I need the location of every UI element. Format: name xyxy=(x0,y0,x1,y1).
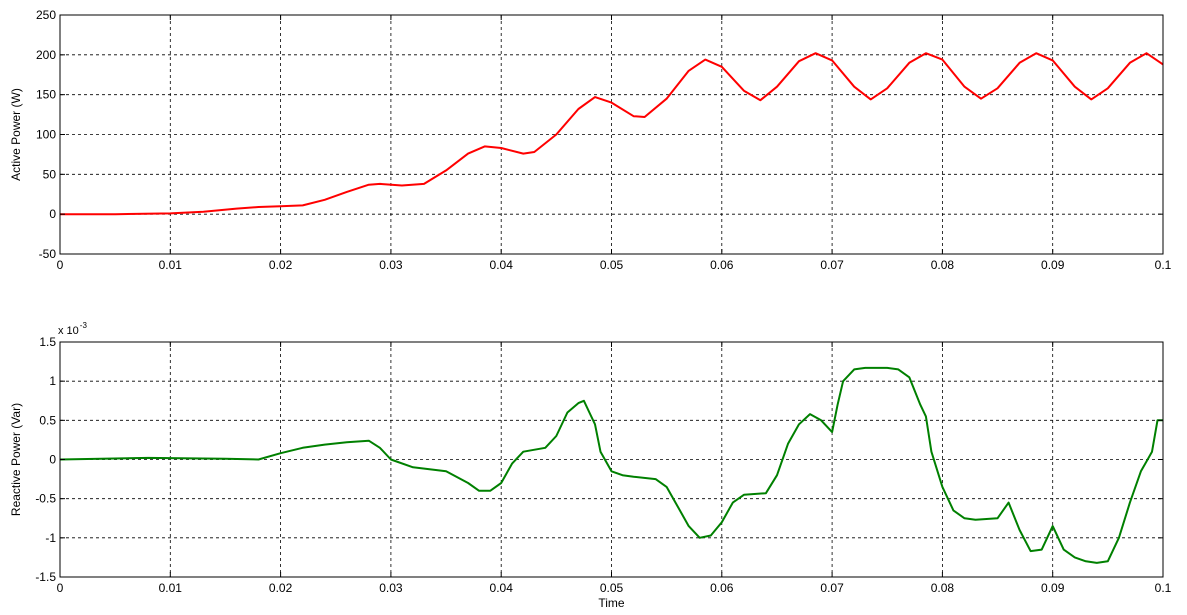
x-tick-label: 0.07 xyxy=(820,581,844,595)
y-tick-label: -1 xyxy=(45,531,56,545)
x-tick-label: 0.1 xyxy=(1155,581,1172,595)
x-tick-label: 0.08 xyxy=(931,581,955,595)
y-exponent-power: -3 xyxy=(80,321,88,330)
x-tick-label: 0.07 xyxy=(820,258,844,272)
x-tick-label: 0.05 xyxy=(600,581,624,595)
x-tick-label: 0.03 xyxy=(379,258,403,272)
y-tick-label: 0 xyxy=(49,453,56,467)
y-tick-label: 1 xyxy=(49,374,56,388)
x-tick-label: 0.04 xyxy=(490,581,514,595)
x-tick-label: 0.02 xyxy=(269,258,293,272)
x-tick-label: 0.01 xyxy=(159,258,183,272)
x-axis-label: Time xyxy=(598,596,625,610)
y-tick-label: 100 xyxy=(36,128,56,142)
x-tick-label: 0.08 xyxy=(931,258,955,272)
series-line xyxy=(59,366,1163,564)
x-tick-label: 0.02 xyxy=(269,581,293,595)
x-tick-label: 0.09 xyxy=(1041,581,1065,595)
x-tick-label: 0.01 xyxy=(159,581,183,595)
y-axis-label: Reactive Power (Var) xyxy=(9,403,23,516)
active-power-panel: 0 0.01 0.02 0.03 0.04 0.05 0.06 0.07 0.08 0.09 0.1… xyxy=(9,8,1172,272)
x-tick-label: 0.06 xyxy=(710,581,734,595)
x-tick-label: 0.04 xyxy=(490,258,514,272)
x-tick-label: 0.09 xyxy=(1041,258,1065,272)
y-tick-label: -50 xyxy=(39,247,57,261)
x-tick-label: 0.1 xyxy=(1155,258,1172,272)
x-tick-label: 0.05 xyxy=(600,258,624,272)
y-tick-label: 200 xyxy=(36,48,56,62)
y-tick-label: 1.5 xyxy=(39,335,56,349)
x-tick-label: 0.03 xyxy=(379,581,403,595)
x-tick-label: 0 xyxy=(57,258,64,272)
y-tick-label: 250 xyxy=(36,8,56,22)
y-tick-label: -0.5 xyxy=(35,492,56,506)
y-tick-label: -1.5 xyxy=(35,570,56,584)
x-tick-label: 0.06 xyxy=(710,258,734,272)
reactive-power-panel: 0 0.01 0.02 0.03 0.04 0.05 0.06 0.07 0.08 0.09 0.1… xyxy=(9,321,1172,610)
y-tick-label: 0 xyxy=(49,207,56,221)
y-exponent-label: x 10 xyxy=(58,325,79,337)
y-tick-label: 0.5 xyxy=(39,413,56,427)
series-line xyxy=(60,52,1164,216)
x-tick-label: 0 xyxy=(57,581,64,595)
y-tick-label: 50 xyxy=(43,167,57,181)
y-tick-label: 150 xyxy=(36,88,56,102)
y-axis-label: Active Power (W) xyxy=(9,88,23,181)
